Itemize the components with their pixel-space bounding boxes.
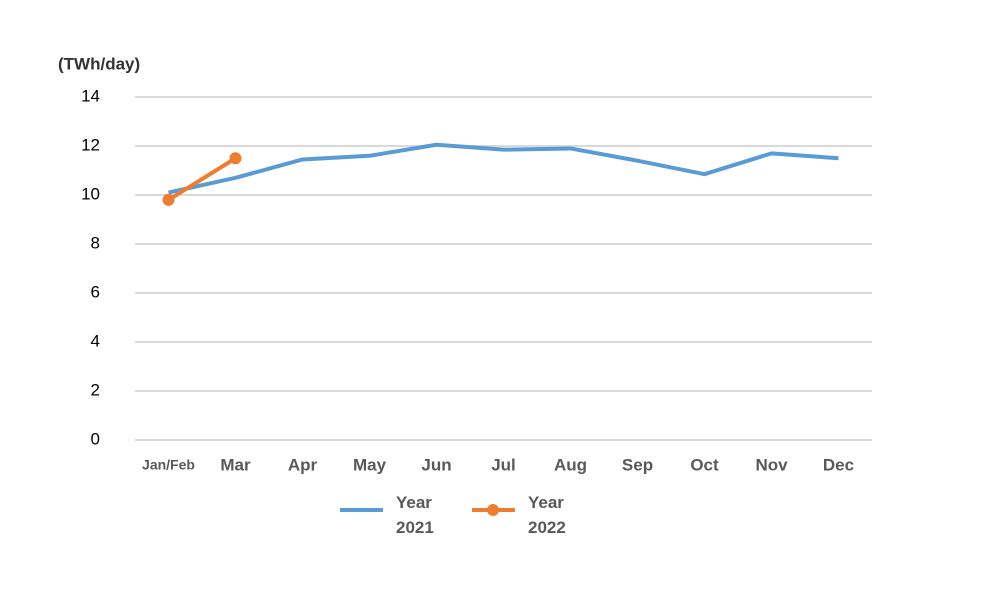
x-tick-label: Sep (622, 455, 653, 474)
point (162, 193, 175, 206)
x-tick-label: Mar (220, 455, 251, 474)
x-tick-label: Jul (491, 455, 516, 474)
y-tick-label: 4 (91, 331, 100, 350)
x-tick-label: Aug (554, 455, 587, 474)
y-tick-label: 12 (81, 135, 100, 154)
y-tick-label: 10 (81, 184, 100, 203)
x-tick-label: Jun (421, 455, 451, 474)
x-tick-label: Apr (288, 455, 318, 474)
y-tick-label: 6 (91, 282, 100, 301)
x-tick-label: May (353, 455, 387, 474)
legend-label: Year 2022 (528, 493, 566, 537)
y-tick-label: 14 (81, 86, 100, 105)
y-tick-label: 8 (91, 233, 100, 252)
point (229, 152, 242, 165)
y-tick-label: 2 (91, 380, 100, 399)
legend-marker (487, 504, 499, 516)
x-tick-label: Jan/Feb (142, 457, 195, 473)
series-line (168, 142, 839, 195)
x-tick-label: Dec (823, 455, 854, 474)
legend-label: Year 2021 (396, 493, 434, 537)
y-axis-label: (TWh/day) (58, 54, 140, 73)
x-tick-label: Oct (690, 455, 719, 474)
x-tick-label: Nov (755, 455, 788, 474)
series-line (167, 156, 237, 202)
y-tick-label: 0 (91, 429, 100, 448)
